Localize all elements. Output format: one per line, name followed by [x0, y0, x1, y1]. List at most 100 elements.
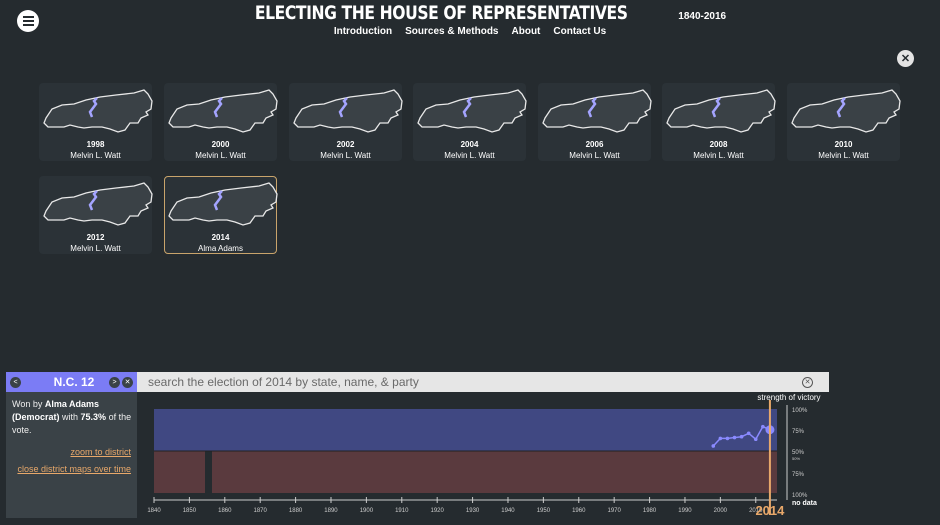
- data-point[interactable]: [732, 435, 737, 440]
- selected-year-label: 2014: [755, 503, 785, 518]
- republican-band: [154, 451, 205, 493]
- close-icon[interactable]: ✕: [897, 50, 914, 67]
- x-tick-label: 1880: [289, 508, 303, 514]
- x-tick-label: 1840: [147, 508, 161, 514]
- nav-contact-us[interactable]: Contact Us: [553, 26, 607, 37]
- nc-map-icon: [43, 89, 153, 133]
- data-point[interactable]: [753, 437, 758, 442]
- close-district-icon[interactable]: ✕: [122, 376, 133, 388]
- page-title: ELECTING THE HOUSE OF REPRESENTATIVES: [254, 2, 628, 24]
- x-tick-label: 1850: [183, 508, 197, 514]
- winner-party: (Democrat): [12, 412, 60, 422]
- tick-75-bottom: 75%: [792, 472, 805, 478]
- x-tick-label: 1970: [607, 508, 621, 514]
- tile-representative: Melvin L. Watt: [818, 151, 869, 160]
- zoom-to-district-link[interactable]: zoom to district: [70, 447, 131, 457]
- district-tile-2010[interactable]: 2010 Melvin L. Watt: [787, 83, 901, 161]
- tile-representative: Melvin L. Watt: [569, 151, 620, 160]
- district-tile-2008[interactable]: 2008 Melvin L. Watt: [662, 83, 776, 161]
- tick-50-top: 50%: [792, 450, 805, 456]
- tile-representative: Melvin L. Watt: [320, 151, 371, 160]
- nc-map-icon: [417, 89, 527, 133]
- tile-year: 2010: [834, 140, 853, 149]
- x-tick-label: 1930: [466, 508, 480, 514]
- tile-year: 2006: [585, 140, 604, 149]
- democrat-band: [154, 409, 777, 451]
- nav-introduction[interactable]: Introduction: [333, 26, 393, 37]
- nc-map-icon: [168, 89, 278, 133]
- district-tile-2000[interactable]: 2000 Melvin L. Watt: [164, 83, 278, 161]
- data-point[interactable]: [746, 431, 751, 436]
- x-tick-label: 1910: [395, 508, 409, 514]
- vote-suffix: of the vote.: [12, 412, 132, 435]
- tile-representative: Melvin L. Watt: [693, 151, 744, 160]
- tile-representative: Melvin L. Watt: [444, 151, 495, 160]
- tile-year: 1998: [86, 140, 105, 149]
- winner-name: Alma Adams: [44, 399, 100, 409]
- nav-about[interactable]: About: [511, 26, 541, 37]
- strength-label: strength of victory: [757, 393, 820, 402]
- nc-map-icon: [43, 182, 153, 226]
- nc-map-icon: [293, 89, 403, 133]
- tile-year: 2014: [211, 233, 230, 242]
- tile-representative: Melvin L. Watt: [70, 151, 121, 160]
- timeline-chart: 1840 1850 1860 1870 1880 1890 1900 1910 1920 1930…: [137, 392, 829, 525]
- clear-search-icon[interactable]: ✕: [802, 376, 813, 388]
- republican-band-2: [212, 451, 777, 493]
- nav-bar: Introduction Sources & Methods About Con…: [0, 26, 940, 37]
- district-label: N.C. 12: [53, 375, 95, 389]
- close-maps-link[interactable]: close district maps over time: [17, 464, 131, 474]
- tile-representative: Melvin L. Watt: [195, 151, 246, 160]
- x-tick-label: 1950: [537, 508, 551, 514]
- data-point[interactable]: [739, 434, 744, 439]
- previous-district-icon[interactable]: <: [10, 376, 21, 388]
- district-tile-2002[interactable]: 2002 Melvin L. Watt: [289, 83, 403, 161]
- district-tile-1998[interactable]: 1998 Melvin L. Watt: [39, 83, 153, 161]
- data-point[interactable]: [711, 444, 716, 448]
- district-header: < N.C. 12 > ✕: [6, 372, 137, 392]
- tile-year: 2004: [460, 140, 479, 149]
- next-district-icon[interactable]: >: [109, 376, 120, 388]
- vote-percent: 75.3%: [80, 412, 107, 422]
- result-summary: Won by Alma Adams (Democrat) with 75.3% …: [6, 392, 137, 437]
- tick-50-bottom: 50%: [792, 456, 800, 461]
- tile-year: 2012: [86, 233, 105, 242]
- x-tick-label: 1890: [324, 508, 338, 514]
- data-point[interactable]: [718, 436, 723, 441]
- x-ticks: 1840 1850 1860 1870 1880 1890 1900 1910 1920 1930…: [147, 497, 763, 514]
- series: [711, 424, 775, 448]
- district-tile-2014[interactable]: 2014 Alma Adams: [164, 176, 278, 254]
- district-info-panel: < N.C. 12 > ✕ Won by Alma Adams (Democra…: [6, 372, 137, 518]
- tile-year: 2000: [211, 140, 230, 149]
- data-point[interactable]: [725, 436, 730, 441]
- header: ELECTING THE HOUSE OF REPRESENTATIVES 18…: [0, 2, 940, 37]
- no-data-label: no data: [792, 500, 817, 507]
- with-text: with: [59, 412, 81, 422]
- tile-representative: Melvin L. Watt: [70, 244, 121, 253]
- nav-sources-methods[interactable]: Sources & Methods: [405, 26, 499, 37]
- tile-representative: Alma Adams: [198, 244, 243, 253]
- x-tick-label: 1990: [678, 508, 692, 514]
- data-point[interactable]: [761, 424, 765, 429]
- tick-100-top: 100%: [792, 408, 808, 414]
- menu-icon[interactable]: [17, 10, 39, 32]
- x-tick-label: 1940: [501, 508, 515, 514]
- district-tile-2012[interactable]: 2012 Melvin L. Watt: [39, 176, 153, 254]
- x-tick-label: 1900: [360, 508, 374, 514]
- year-range: 1840-2016: [678, 11, 727, 22]
- x-tick-label: 2000: [714, 508, 728, 514]
- nc-map-icon: [542, 89, 652, 133]
- tile-year: 2008: [709, 140, 728, 149]
- search-bar: ✕: [137, 372, 829, 392]
- x-tick-label: 1860: [218, 508, 232, 514]
- nc-map-icon: [791, 89, 901, 133]
- nc-map-icon: [666, 89, 776, 133]
- won-by-text: Won by: [12, 399, 45, 409]
- tick-75-top: 75%: [792, 429, 805, 435]
- tile-year: 2002: [336, 140, 355, 149]
- search-input[interactable]: [137, 373, 802, 391]
- tick-100-bottom: 100%: [792, 493, 808, 499]
- nc-map-icon: [168, 182, 278, 226]
- district-tile-2006[interactable]: 2006 Melvin L. Watt: [538, 83, 652, 161]
- district-tile-2004[interactable]: 2004 Melvin L. Watt: [413, 83, 527, 161]
